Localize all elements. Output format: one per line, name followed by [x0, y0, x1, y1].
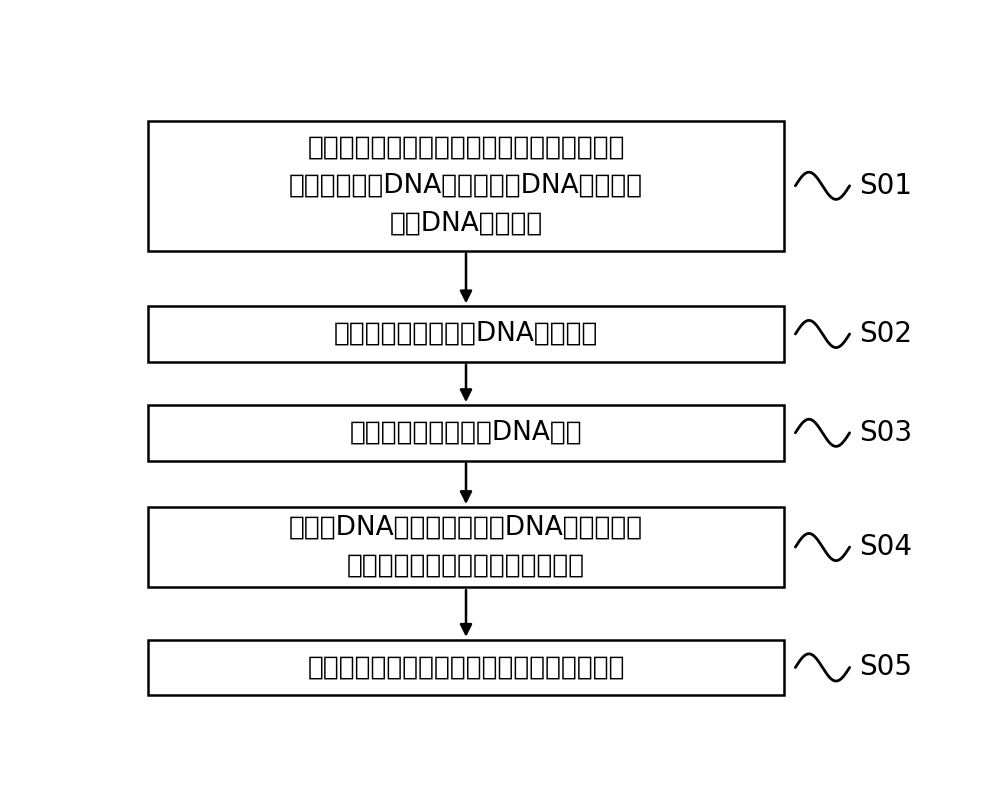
Text: S01: S01 — [859, 172, 912, 200]
Text: 构建数据库包括所述DNA折纸结构: 构建数据库包括所述DNA折纸结构 — [334, 321, 598, 347]
Text: 通过检测器检测所述反应产物以得到计算结果: 通过检测器检测所述反应产物以得到计算结果 — [307, 654, 625, 680]
Text: S04: S04 — [859, 533, 912, 561]
Bar — [148, 507, 784, 587]
Text: 构建探针库包括所述DNA单链: 构建探针库包括所述DNA单链 — [350, 419, 582, 446]
Text: S03: S03 — [859, 419, 912, 447]
Bar — [148, 640, 784, 695]
Text: S05: S05 — [859, 654, 912, 682]
Text: 将所述DNA折纸结构和所述DNA单链在计算
平台进行混合反应以得到反应产物: 将所述DNA折纸结构和所述DNA单链在计算 平台进行混合反应以得到反应产物 — [289, 515, 643, 579]
Bar — [148, 405, 784, 460]
Text: 根据待求解数学问题获取预设条件，并根据所
述预设条件对DNA折纸结构和DNA单链分别
进行DNA序列编码: 根据待求解数学问题获取预设条件，并根据所 述预设条件对DNA折纸结构和DNA单链… — [289, 135, 643, 237]
Bar — [148, 306, 784, 362]
Text: S02: S02 — [859, 320, 912, 348]
Bar — [148, 121, 784, 250]
